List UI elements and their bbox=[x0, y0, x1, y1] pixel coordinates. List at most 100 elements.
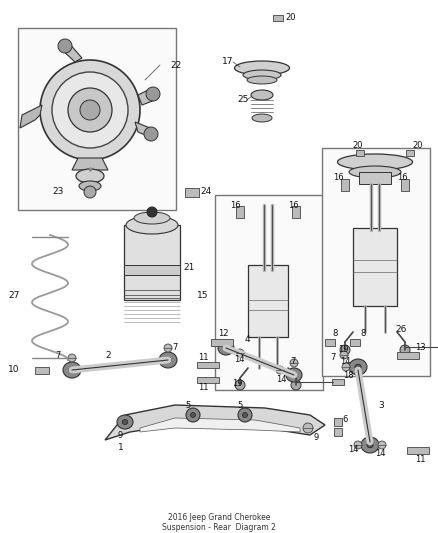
Text: 22: 22 bbox=[170, 61, 181, 69]
Text: 15: 15 bbox=[197, 290, 208, 300]
Circle shape bbox=[291, 380, 301, 390]
Polygon shape bbox=[72, 158, 108, 170]
Ellipse shape bbox=[223, 345, 229, 351]
Text: 14: 14 bbox=[340, 358, 350, 367]
Text: 8: 8 bbox=[332, 329, 337, 338]
Bar bbox=[359, 172, 391, 184]
Circle shape bbox=[58, 39, 72, 53]
Bar bbox=[18, 28, 176, 210]
Bar bbox=[332, 379, 344, 385]
Text: 20: 20 bbox=[352, 141, 363, 149]
Bar bbox=[185, 188, 199, 197]
Polygon shape bbox=[60, 42, 82, 62]
Ellipse shape bbox=[367, 442, 373, 448]
Circle shape bbox=[68, 88, 112, 132]
Ellipse shape bbox=[218, 341, 234, 355]
Text: 25: 25 bbox=[237, 95, 248, 104]
Text: 4: 4 bbox=[245, 335, 251, 344]
Bar bbox=[292, 206, 300, 218]
Ellipse shape bbox=[286, 368, 302, 382]
Ellipse shape bbox=[252, 114, 272, 122]
Bar bbox=[353, 228, 397, 306]
Text: 7: 7 bbox=[55, 351, 60, 360]
Bar bbox=[248, 265, 288, 337]
Text: 14: 14 bbox=[375, 448, 385, 457]
Circle shape bbox=[340, 351, 348, 359]
Circle shape bbox=[400, 345, 410, 355]
Text: 16: 16 bbox=[288, 200, 299, 209]
Circle shape bbox=[303, 423, 313, 433]
Circle shape bbox=[235, 380, 245, 390]
Text: 7: 7 bbox=[290, 358, 295, 367]
Bar bbox=[397, 351, 419, 359]
Text: 24: 24 bbox=[200, 188, 211, 197]
Text: 5: 5 bbox=[185, 401, 190, 410]
Bar bbox=[407, 447, 429, 454]
Ellipse shape bbox=[349, 166, 401, 178]
Text: 11: 11 bbox=[198, 352, 208, 361]
Ellipse shape bbox=[117, 415, 133, 429]
Circle shape bbox=[146, 87, 160, 101]
Circle shape bbox=[378, 441, 386, 449]
Text: 13: 13 bbox=[415, 343, 426, 351]
Text: 18: 18 bbox=[343, 372, 353, 381]
Text: 16: 16 bbox=[397, 174, 408, 182]
Circle shape bbox=[80, 100, 100, 120]
Ellipse shape bbox=[238, 408, 252, 422]
Circle shape bbox=[342, 363, 350, 371]
Polygon shape bbox=[140, 418, 300, 432]
Text: 7: 7 bbox=[172, 343, 177, 352]
Text: 11: 11 bbox=[198, 384, 208, 392]
Ellipse shape bbox=[63, 362, 81, 378]
Ellipse shape bbox=[69, 367, 75, 373]
Text: 21: 21 bbox=[183, 263, 194, 272]
Ellipse shape bbox=[191, 413, 195, 417]
Text: 16: 16 bbox=[333, 174, 344, 182]
Text: 14: 14 bbox=[276, 376, 286, 384]
Ellipse shape bbox=[159, 352, 177, 368]
Text: 7: 7 bbox=[330, 353, 336, 362]
Text: 14: 14 bbox=[348, 446, 358, 455]
Bar bbox=[211, 338, 233, 345]
Circle shape bbox=[276, 366, 284, 374]
Polygon shape bbox=[138, 88, 155, 105]
Ellipse shape bbox=[76, 169, 104, 183]
Bar bbox=[215, 195, 323, 390]
Circle shape bbox=[164, 344, 172, 352]
Circle shape bbox=[236, 349, 244, 357]
Text: 8: 8 bbox=[360, 329, 365, 338]
Ellipse shape bbox=[247, 76, 277, 84]
Bar bbox=[273, 15, 283, 21]
Bar bbox=[197, 362, 219, 368]
Text: 3: 3 bbox=[378, 400, 384, 409]
Ellipse shape bbox=[251, 90, 273, 100]
Bar bbox=[334, 428, 342, 436]
Bar bbox=[197, 377, 219, 383]
Bar bbox=[124, 265, 180, 275]
Text: 20: 20 bbox=[285, 13, 296, 22]
Text: 19: 19 bbox=[232, 378, 243, 387]
Bar bbox=[334, 418, 342, 426]
Text: 2: 2 bbox=[105, 351, 111, 359]
Bar bbox=[236, 206, 244, 218]
Polygon shape bbox=[105, 405, 325, 440]
Ellipse shape bbox=[79, 181, 101, 191]
Ellipse shape bbox=[243, 413, 247, 417]
Circle shape bbox=[340, 345, 350, 355]
Circle shape bbox=[68, 354, 76, 362]
Polygon shape bbox=[135, 122, 152, 138]
Circle shape bbox=[354, 441, 362, 449]
Ellipse shape bbox=[134, 212, 170, 224]
Polygon shape bbox=[20, 105, 42, 128]
Ellipse shape bbox=[361, 437, 379, 453]
Circle shape bbox=[40, 60, 140, 160]
Bar bbox=[350, 338, 360, 345]
Ellipse shape bbox=[291, 373, 297, 377]
Bar bbox=[356, 150, 364, 156]
Ellipse shape bbox=[349, 359, 367, 375]
Text: 17: 17 bbox=[222, 58, 233, 67]
Circle shape bbox=[147, 207, 157, 217]
Text: 6: 6 bbox=[342, 416, 347, 424]
Text: 20: 20 bbox=[412, 141, 423, 149]
Ellipse shape bbox=[234, 61, 290, 75]
